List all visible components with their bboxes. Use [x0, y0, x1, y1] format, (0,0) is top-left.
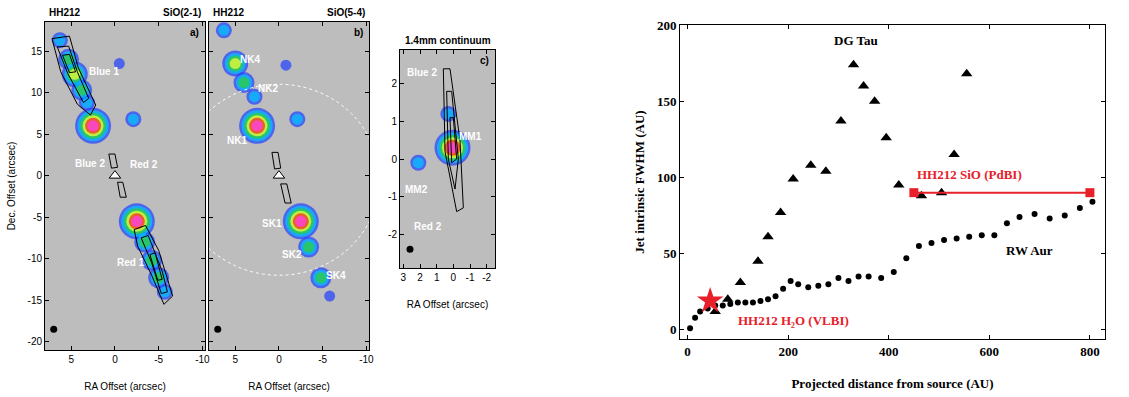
svg-text:Jet intrinsic FWHM (AU): Jet intrinsic FWHM (AU): [632, 110, 647, 253]
svg-text:MM1: MM1: [459, 131, 482, 142]
svg-text:Projected distance from source: Projected distance from source (AU): [791, 376, 993, 391]
svg-text:Red 2: Red 2: [130, 159, 158, 170]
svg-text:400: 400: [879, 344, 899, 359]
svg-text:SK1: SK1: [262, 218, 282, 229]
svg-text:b): b): [354, 27, 363, 38]
svg-text:-20: -20: [28, 336, 43, 347]
svg-text:0: 0: [276, 354, 282, 365]
svg-text:1: 1: [434, 272, 440, 283]
svg-text:-15: -15: [28, 295, 43, 306]
svg-text:0: 0: [684, 344, 691, 359]
svg-text:NK2: NK2: [258, 83, 278, 94]
svg-text:SK4: SK4: [326, 270, 346, 281]
svg-text:a): a): [190, 27, 199, 38]
svg-text:5: 5: [68, 354, 74, 365]
svg-text:HH212 H₂O (VLBI): HH212 H₂O (VLBI): [738, 313, 849, 328]
svg-text:SK2: SK2: [282, 249, 302, 260]
svg-text:Blue 1: Blue 1: [89, 66, 119, 77]
svg-text:SiO(2-1): SiO(2-1): [163, 7, 201, 18]
svg-text:-5: -5: [33, 212, 42, 223]
svg-text:HH212: HH212: [213, 7, 245, 18]
svg-text:0: 0: [670, 322, 677, 337]
svg-text:800: 800: [1080, 344, 1100, 359]
svg-text:0: 0: [451, 272, 457, 283]
svg-text:2: 2: [391, 78, 397, 89]
svg-text:5: 5: [232, 354, 238, 365]
svg-text:NK4: NK4: [240, 54, 260, 65]
svg-text:-10: -10: [195, 354, 210, 365]
svg-text:Dec. Offset (arcsec): Dec. Offset (arcsec): [6, 142, 17, 231]
svg-text:Blue 2: Blue 2: [407, 67, 437, 78]
svg-text:RA Offset (arcsec): RA Offset (arcsec): [248, 381, 330, 392]
svg-text:-10: -10: [359, 354, 374, 365]
svg-text:50: 50: [663, 246, 676, 261]
svg-text:200: 200: [657, 18, 677, 33]
svg-text:10: 10: [31, 87, 43, 98]
svg-text:1: 1: [391, 116, 397, 127]
svg-text:150: 150: [657, 94, 677, 109]
svg-text:RA Offset (arcsec): RA Offset (arcsec): [84, 381, 166, 392]
svg-text:100: 100: [657, 170, 677, 185]
svg-text:200: 200: [778, 344, 798, 359]
svg-text:2: 2: [417, 272, 423, 283]
svg-text:0: 0: [112, 354, 118, 365]
svg-text:HH212 SiO (PdBI): HH212 SiO (PdBI): [917, 167, 1022, 182]
svg-text:HH212: HH212: [49, 7, 81, 18]
svg-text:-10: -10: [28, 253, 43, 264]
svg-text:NK1: NK1: [227, 135, 247, 146]
svg-text:MM2: MM2: [405, 184, 428, 195]
svg-text:-1: -1: [466, 272, 475, 283]
svg-text:DG Tau: DG Tau: [834, 33, 878, 48]
svg-text:Blue 2: Blue 2: [75, 158, 105, 169]
svg-text:RW Aur: RW Aur: [1006, 243, 1053, 258]
svg-text:0: 0: [391, 154, 397, 165]
svg-text:5: 5: [36, 129, 42, 140]
svg-text:SiO(5-4): SiO(5-4): [327, 7, 365, 18]
svg-text:0: 0: [36, 170, 42, 181]
svg-text:-1: -1: [388, 191, 397, 202]
svg-text:-5: -5: [318, 354, 327, 365]
svg-text:-5: -5: [154, 354, 163, 365]
svg-text:15: 15: [31, 46, 43, 57]
svg-text:600: 600: [980, 344, 1000, 359]
svg-text:RA Offset (arcsec): RA Offset (arcsec): [407, 299, 489, 310]
svg-text:-2: -2: [388, 229, 397, 240]
svg-text:c): c): [480, 55, 489, 66]
svg-text:3: 3: [401, 272, 407, 283]
svg-text:Red 2: Red 2: [414, 221, 442, 232]
svg-text:1.4mm continuum: 1.4mm continuum: [405, 35, 491, 46]
svg-text:-2: -2: [482, 272, 491, 283]
svg-text:Red 1: Red 1: [117, 257, 145, 268]
